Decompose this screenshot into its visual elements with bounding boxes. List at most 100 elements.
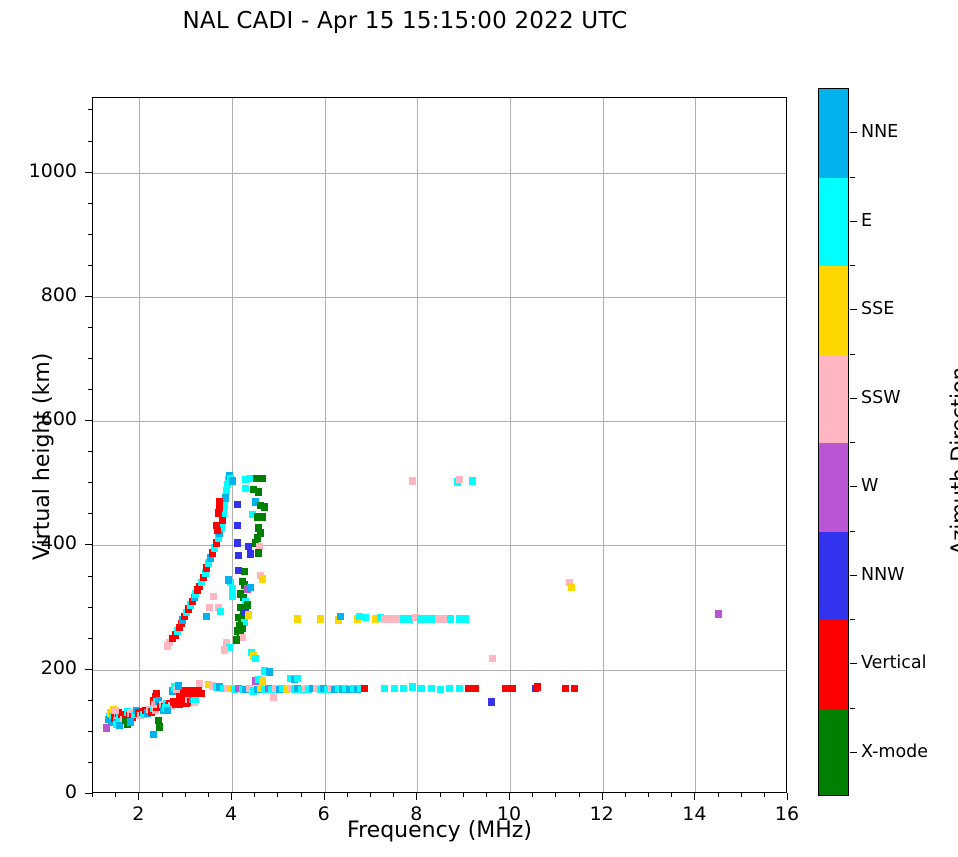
echo-point — [220, 509, 228, 517]
echo-point — [252, 474, 260, 483]
echo-point — [294, 674, 302, 683]
echo-point — [376, 613, 384, 622]
y-minor-tick — [88, 730, 92, 732]
echo-point — [202, 612, 210, 621]
y-tick — [85, 420, 92, 422]
echo-point — [251, 654, 259, 663]
y-tick-label: 200 — [40, 656, 77, 679]
gridline-vertical — [417, 98, 419, 792]
echo-point — [212, 539, 220, 547]
x-tick — [694, 793, 696, 800]
echo-point — [111, 706, 119, 715]
colorbar-boundary-tick — [850, 530, 855, 532]
x-minor-tick — [740, 793, 742, 797]
y-tick — [85, 295, 92, 297]
echo-point — [264, 684, 272, 693]
x-tick — [601, 793, 603, 800]
echo-point — [361, 613, 369, 622]
echo-point — [222, 638, 230, 647]
x-tick-label: 16 — [774, 803, 800, 825]
gridline-vertical — [139, 98, 141, 792]
echo-point — [255, 488, 263, 496]
echo-point — [455, 475, 463, 484]
echo-point — [257, 684, 265, 693]
echo-point — [205, 559, 213, 567]
x-tick — [138, 793, 140, 800]
echo-point — [567, 583, 575, 592]
echo-point — [257, 529, 265, 537]
colorbar-tick — [850, 397, 857, 399]
x-minor-tick — [763, 793, 765, 797]
echo-point — [279, 684, 287, 693]
y-minor-tick — [88, 326, 92, 328]
echo-point — [207, 554, 215, 562]
x-minor-tick — [532, 793, 534, 797]
echo-point — [356, 612, 364, 621]
colorbar-segment-x-mode[interactable] — [819, 708, 848, 795]
echo-point — [201, 569, 209, 577]
echo-point — [409, 683, 417, 691]
echo-point — [234, 539, 242, 547]
echo-point — [103, 724, 111, 732]
gridline-horizontal — [93, 545, 786, 547]
echo-point — [487, 698, 495, 706]
colorbar-segment-w[interactable] — [819, 443, 848, 533]
y-minor-tick — [88, 233, 92, 235]
colorbar-segment-nnw[interactable] — [819, 531, 848, 621]
colorbar-segment-e[interactable] — [819, 177, 848, 267]
gridline-vertical — [695, 98, 697, 792]
colorbar-tick — [850, 220, 857, 222]
y-minor-tick — [88, 109, 92, 111]
gridline-horizontal — [93, 669, 786, 671]
echo-point — [381, 615, 389, 623]
x-minor-tick — [370, 793, 371, 797]
colorbar-segment-sse[interactable] — [819, 266, 848, 356]
echo-point — [240, 618, 248, 627]
echo-point — [231, 685, 239, 694]
echo-point — [238, 624, 246, 633]
echo-point — [209, 682, 217, 690]
echo-point — [104, 715, 112, 724]
x-tick — [323, 793, 325, 800]
echo-point — [246, 474, 254, 483]
echo-point — [423, 615, 431, 623]
colorbar-segment-vertical[interactable] — [819, 620, 848, 710]
echo-point — [259, 513, 267, 521]
x-minor-tick — [555, 793, 557, 797]
echo-point — [294, 684, 302, 693]
echo-point — [256, 542, 264, 551]
colorbar-boundary-tick — [850, 265, 855, 266]
y-minor-tick — [88, 389, 92, 391]
echo-point — [247, 550, 255, 558]
colorbar-label-nne: NNE — [861, 122, 899, 143]
echo-point — [248, 510, 256, 519]
echo-point — [565, 578, 573, 587]
echo-point — [399, 615, 407, 623]
echo-point — [229, 592, 237, 601]
echo-point — [206, 603, 214, 612]
echo-point — [301, 684, 309, 693]
echo-point — [501, 684, 509, 693]
y-minor-tick — [88, 202, 92, 204]
plot-area[interactable] — [92, 97, 787, 793]
echo-point — [283, 685, 291, 694]
echo-point — [217, 607, 225, 616]
colorbar-segment-ssw[interactable] — [819, 354, 848, 444]
colorbar-segment-nne[interactable] — [819, 89, 848, 179]
echo-point — [268, 685, 276, 694]
echo-point — [305, 685, 313, 694]
colorbar-tick — [850, 132, 857, 134]
echo-point — [255, 549, 263, 557]
echo-point — [234, 500, 242, 509]
echo-point — [416, 615, 424, 623]
echo-point — [471, 684, 479, 693]
colorbar-boundary-tick — [850, 619, 855, 620]
page-title: NAL CADI - Apr 15 15:15:00 2022 UTC — [182, 8, 628, 34]
echo-point — [149, 730, 157, 739]
y-minor-tick — [88, 513, 92, 515]
x-tick — [416, 793, 418, 800]
colorbar[interactable] — [818, 88, 849, 796]
echo-point — [265, 668, 273, 676]
echo-point — [346, 685, 354, 694]
echo-point — [251, 677, 259, 685]
